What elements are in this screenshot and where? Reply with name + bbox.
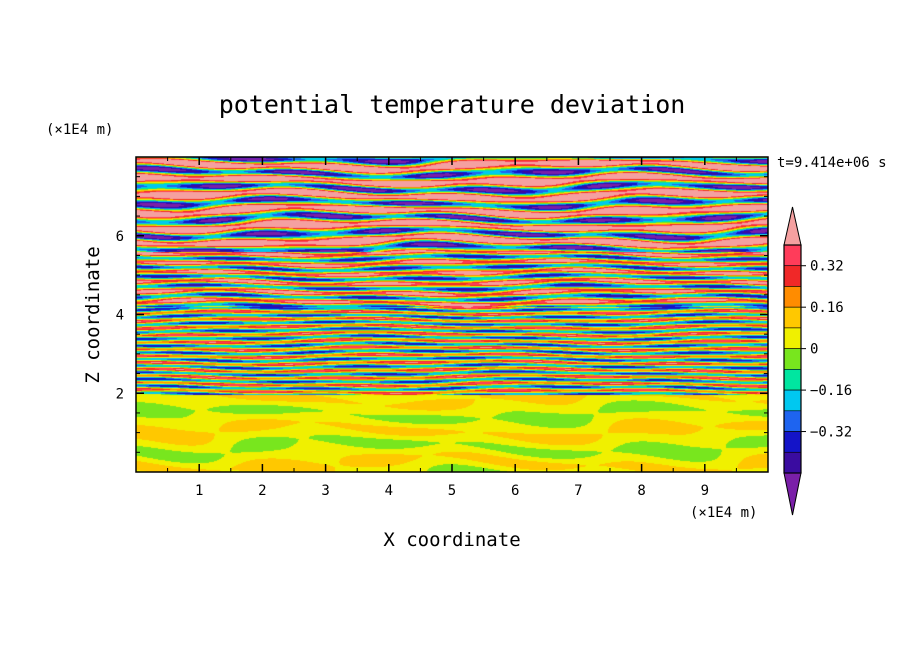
x-tick-label: 6 [511, 483, 519, 499]
y-tick-label: 2 [116, 386, 124, 402]
colorbar-tick-label: −0.16 [810, 383, 852, 399]
colorbar-band [783, 389, 802, 412]
colorbar-band [783, 348, 802, 370]
colorbar-band [783, 306, 802, 329]
colorbar-band [783, 431, 802, 453]
colorbar-extend-bottom [783, 472, 802, 516]
colorbar-frame [783, 244, 802, 474]
plot-area [136, 157, 768, 472]
x-tick-label: 4 [385, 483, 393, 499]
time-label: t=9.414e+06 s [777, 155, 887, 171]
colorbar-tick-label: −0.32 [810, 425, 852, 441]
colorbar-extend-top [783, 206, 802, 246]
colorbar-band [783, 369, 802, 391]
x-tick-label: 8 [637, 483, 645, 499]
y-tick-label: 4 [116, 308, 124, 324]
colorbar: 0.32 0.16 0 −0.16 −0.32 [783, 206, 852, 516]
x-tick-label: 5 [448, 483, 456, 499]
x-tick-label: 7 [574, 483, 582, 499]
x-tick-label: 3 [321, 483, 329, 499]
colorbar-tick-label: 0.32 [810, 259, 844, 275]
colorbar-tick-label: 0.16 [810, 300, 844, 316]
x-tick-label: 1 [195, 483, 203, 499]
colorbar-band [783, 451, 802, 474]
x-axis-label: X coordinate [383, 529, 520, 551]
y-unit-label: (×1E4 m) [46, 122, 113, 138]
colorbar-tick-label: 0 [810, 342, 818, 358]
colorbar-band [783, 410, 802, 432]
colorbar-band [783, 265, 802, 287]
y-axis-label: Z coordinate [82, 246, 104, 383]
y-tick-label: 6 [116, 229, 124, 245]
colorbar-band [783, 244, 802, 267]
chart-title: potential temperature deviation [219, 90, 686, 119]
x-tick-label: 2 [258, 483, 266, 499]
x-unit-label: (×1E4 m) [690, 505, 757, 521]
colorbar-band [783, 286, 802, 308]
contour-field [136, 157, 768, 472]
x-tick-label: 9 [701, 483, 709, 499]
axes: 1 2 3 4 5 6 7 8 9 2 4 6 [116, 156, 769, 499]
colorbar-band [783, 327, 802, 349]
